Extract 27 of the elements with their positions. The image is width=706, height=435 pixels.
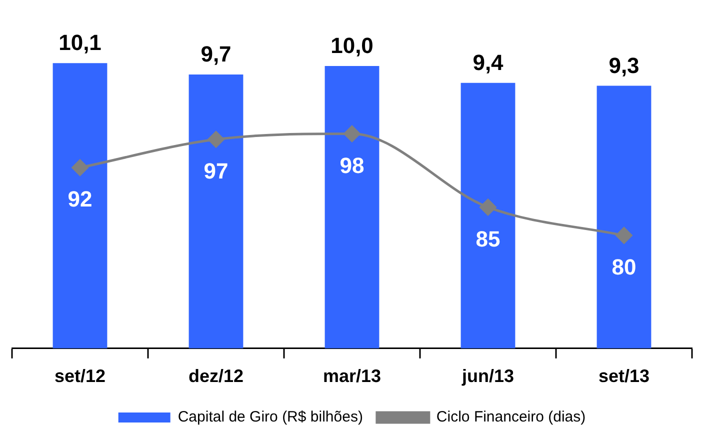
point <box>616 227 632 244</box>
bar <box>596 86 652 348</box>
data-label: 80 <box>612 254 636 280</box>
data-label: 97 <box>204 158 228 184</box>
legend-label: Ciclo Financeiro (dias) <box>436 408 586 426</box>
x-tick-label: jun/13 <box>460 366 514 386</box>
data-label: 92 <box>68 186 92 212</box>
bar <box>188 74 244 348</box>
data-label: 9,4 <box>472 50 504 75</box>
bar <box>324 66 380 348</box>
x-tick-label: dez/12 <box>188 366 244 386</box>
legend-label: Capital de Giro (R$ bilhões) <box>178 408 363 426</box>
x-tick-label: set/13 <box>598 366 650 386</box>
point <box>72 159 88 176</box>
bar <box>460 82 516 348</box>
x-tick-label: set/12 <box>54 366 106 386</box>
point <box>208 131 224 148</box>
data-label: 9,3 <box>608 52 640 78</box>
data-label: 10,0 <box>330 33 374 58</box>
data-label: 85 <box>476 226 500 252</box>
point <box>480 198 496 216</box>
data-label: 10,1 <box>58 30 102 56</box>
data-label: 98 <box>340 152 364 178</box>
data-label: 9,7 <box>200 42 232 67</box>
bar <box>52 63 108 348</box>
x-tick-label: mar/13 <box>322 366 382 386</box>
point <box>344 126 360 142</box>
